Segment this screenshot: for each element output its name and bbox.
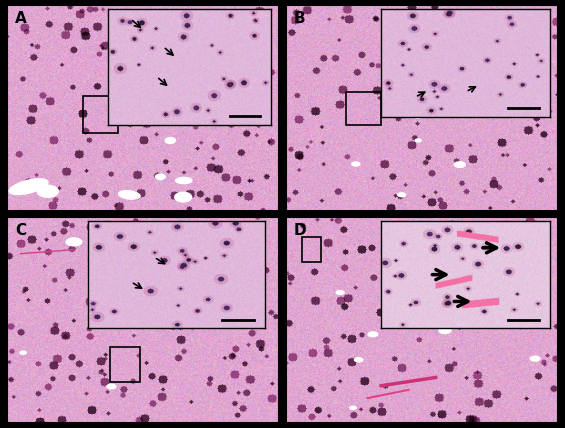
Bar xyxy=(346,92,381,125)
Ellipse shape xyxy=(175,192,192,202)
Ellipse shape xyxy=(20,351,27,354)
Ellipse shape xyxy=(66,238,82,246)
Ellipse shape xyxy=(350,406,357,410)
Ellipse shape xyxy=(107,384,116,389)
Ellipse shape xyxy=(368,332,378,337)
Ellipse shape xyxy=(415,139,421,142)
Ellipse shape xyxy=(165,137,176,143)
Ellipse shape xyxy=(530,228,541,234)
Ellipse shape xyxy=(470,253,483,259)
Ellipse shape xyxy=(161,268,175,274)
Ellipse shape xyxy=(454,162,466,167)
Circle shape xyxy=(219,53,257,81)
Ellipse shape xyxy=(530,356,540,361)
Ellipse shape xyxy=(9,179,48,195)
Bar xyxy=(110,347,140,382)
Ellipse shape xyxy=(398,193,406,197)
Ellipse shape xyxy=(176,177,192,184)
Text: A: A xyxy=(15,11,27,27)
Ellipse shape xyxy=(354,358,363,362)
Ellipse shape xyxy=(155,174,165,179)
Bar xyxy=(83,96,119,133)
Text: D: D xyxy=(294,223,307,238)
Ellipse shape xyxy=(119,190,140,199)
Ellipse shape xyxy=(490,74,501,79)
Bar xyxy=(302,237,321,262)
Text: C: C xyxy=(15,223,26,238)
Ellipse shape xyxy=(352,162,360,166)
Ellipse shape xyxy=(439,327,451,333)
Ellipse shape xyxy=(336,291,344,294)
Ellipse shape xyxy=(67,238,81,246)
Ellipse shape xyxy=(414,115,421,118)
Text: B: B xyxy=(294,11,306,27)
Ellipse shape xyxy=(37,185,58,197)
